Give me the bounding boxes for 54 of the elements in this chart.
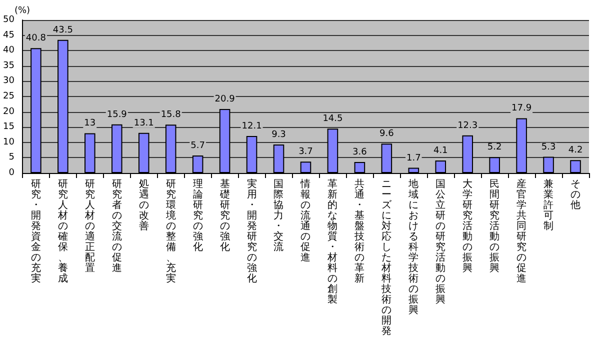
x-tick-label: 理論研究の強化 <box>192 178 203 253</box>
y-tick-label: 10 <box>3 137 15 148</box>
data-label: 9.6 <box>379 129 394 140</box>
data-label: 40.8 <box>26 34 46 44</box>
category-label: ニーズに対応した材料技術の開発 <box>382 178 392 337</box>
data-label: 15.8 <box>160 110 182 120</box>
category-label: 実用・開発研究の強化 <box>246 178 257 284</box>
y-tick-label: 50 <box>3 15 15 25</box>
data-label: 3.6 <box>352 147 368 158</box>
x-tick-label: 処遇の改善 <box>138 178 149 232</box>
x-tick-label: 情報の流通の促進 <box>300 178 311 264</box>
y-tick-label: 0 <box>8 168 15 178</box>
category-label: 共通・基盤技術の革新 <box>354 178 365 284</box>
category-label: 研究・開発資金の充実 <box>30 178 41 284</box>
category-label: 革新的な物質・材料の創製 <box>328 178 338 306</box>
x-tick-label: 兼業許可制 <box>544 178 554 232</box>
y-tick-label: 20 <box>3 106 15 117</box>
category-label: 地域における科学技術の振興 <box>408 178 419 316</box>
category-label: 研究人材の適正配置 <box>84 178 95 274</box>
data-label: 13.1 <box>134 118 154 128</box>
y-tick-label: 30 <box>3 76 15 86</box>
category-label: 産官学共同研究の促進 <box>516 178 527 284</box>
data-label: 9.3 <box>272 130 286 140</box>
data-label: 17.9 <box>512 104 532 114</box>
category-label: 大学研究活動の振興 <box>462 178 473 274</box>
data-label: 12.3 <box>458 120 478 131</box>
data-label: 20.9 <box>214 94 236 105</box>
y-tick-label: 45 <box>3 30 14 40</box>
data-label: 12.1 <box>242 121 262 132</box>
data-label: 5.3 <box>541 142 556 152</box>
y-tick-label: 15 <box>3 122 14 132</box>
data-label: 15.9 <box>106 110 128 120</box>
y-tick-label: 40 <box>3 46 15 56</box>
data-label: 43.5 <box>52 25 73 36</box>
x-tick-label: 基礎研究の強化 <box>218 178 230 253</box>
y-tick-label: 5 <box>8 152 14 163</box>
data-label: 5.7 <box>190 141 205 152</box>
y-axis-title: (%) <box>14 6 30 16</box>
data-label: 1.7 <box>406 153 421 164</box>
data-label: 13 <box>84 118 96 129</box>
category-label: 民間研究活動の振興 <box>490 178 500 274</box>
category-label: 研究者の交流の促進 <box>112 178 122 274</box>
x-tick-label: その他 <box>570 178 581 211</box>
data-label: 4.1 <box>433 146 448 156</box>
x-tick-label: 国際協力・交流 <box>274 178 284 253</box>
data-label: 4.2 <box>568 146 583 156</box>
category-label: 研究人材の確保、養成 <box>58 178 68 284</box>
y-tick-label: 25 <box>3 92 14 102</box>
data-label: 14.5 <box>322 114 343 124</box>
category-label: 国公立研の研究活動の振興 <box>436 178 446 306</box>
data-label: 5.2 <box>487 142 502 153</box>
data-label: 3.7 <box>298 147 313 158</box>
category-label: 研究環境の整備、充実 <box>166 178 176 284</box>
y-tick-label: 35 <box>3 60 14 71</box>
